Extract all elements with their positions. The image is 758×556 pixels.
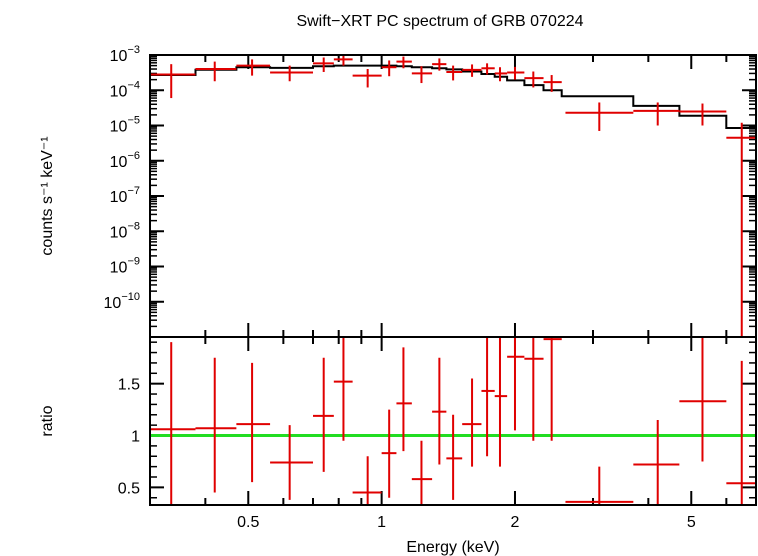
data-point [494,67,508,82]
data-point [411,440,433,505]
data-point [333,55,353,66]
data-point [726,122,756,337]
data-point [381,409,397,498]
y-tick-label: 10−7 [110,185,140,206]
y-tick-label: 10−9 [110,256,140,277]
bottom-panel-frame [149,336,757,506]
bottom-y-axis-label: ratio [39,405,56,436]
data-point [462,64,482,77]
data-point [494,337,508,467]
x-tick-labels: 0.5 1 2 5 [237,514,696,531]
y-tick-label: 1 [131,429,140,446]
y-tick-label: 10−8 [110,220,140,241]
x-tick-label: 0.5 [237,514,259,531]
y-tick-label: 10−6 [110,150,140,171]
data-point [150,64,196,99]
top-data-points [150,55,756,337]
data-point [396,56,412,69]
data-point [446,65,463,81]
data-point [543,75,562,92]
x-tick-label: 5 [687,514,696,531]
data-point [432,58,447,71]
top-panel: 10−3 10−4 10−5 10−6 10−7 10−8 10−9 10−10 counts… [39,44,757,338]
x-tick-label: 1 [377,514,386,531]
data-point [679,337,727,462]
bottom-panel: 0.5 1 1.5 0.5 1 2 5 ratio Energy (keV) [39,336,757,556]
data-point [236,362,271,483]
y-tick-label: 10−4 [110,79,140,100]
x-tick-label: 2 [511,514,520,531]
data-point [481,337,495,457]
data-point [432,357,447,465]
data-point [679,103,727,126]
data-point [352,69,382,88]
top-grid [149,54,757,338]
bottom-data-points [150,337,756,505]
data-point [313,57,334,72]
data-point [150,342,196,505]
data-point [543,337,562,441]
data-point [462,378,482,467]
data-point [507,337,525,431]
y-tick-label: 10−10 [104,291,140,312]
data-point [507,66,525,80]
x-axis-label: Energy (keV) [406,539,499,556]
top-panel-frame [149,54,757,338]
data-point [726,360,756,505]
data-point [446,414,463,500]
data-point [381,60,397,77]
top-y-tick-labels: 10−3 10−4 10−5 10−6 10−7 10−8 10−9 10−10 [104,44,140,312]
data-point [352,456,382,505]
top-model-step [150,64,756,129]
data-point [195,61,237,82]
y-tick-label: 1.5 [118,377,140,394]
data-point [236,59,271,76]
data-point [565,466,634,505]
data-point [633,102,680,126]
y-tick-label: 0.5 [118,480,140,497]
data-point [270,425,314,500]
data-point [333,337,353,441]
data-point [411,66,433,84]
data-point [524,337,544,441]
data-point [195,357,237,493]
bottom-y-tick-labels: 0.5 1 1.5 [118,377,140,498]
model-step-line [150,64,756,129]
data-point [313,357,334,472]
data-point [481,63,495,75]
data-point [270,65,314,82]
top-y-axis-label: counts s⁻¹ keV⁻¹ [39,136,56,255]
data-point [633,419,680,505]
data-point [524,71,544,88]
data-point [565,102,634,131]
y-tick-label: 10−5 [110,115,140,136]
data-point [396,347,412,452]
chart-title: Swift−XRT PC spectrum of GRB 070224 [296,13,583,30]
y-tick-label: 10−3 [110,44,140,65]
